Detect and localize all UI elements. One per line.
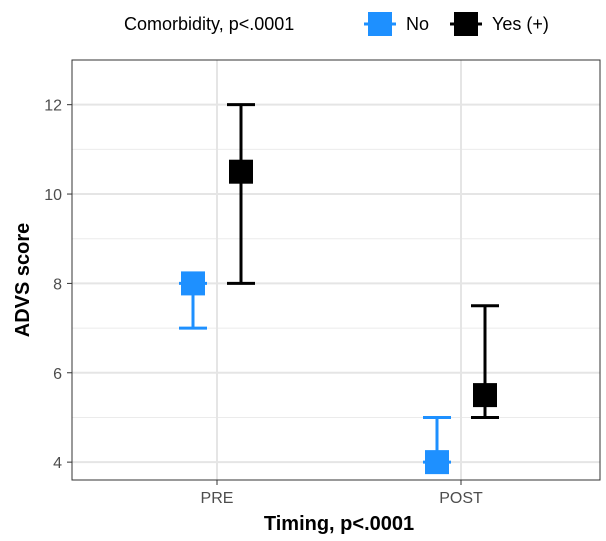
data-point [473, 383, 497, 408]
x-tick-label: POST [439, 490, 483, 507]
y-tick-label: 4 [53, 455, 62, 472]
x-tick-label: PRE [201, 490, 234, 507]
legend-label: Yes (+) [492, 14, 549, 34]
y-tick-label: 10 [44, 187, 62, 204]
plot-panel [71, 59, 601, 481]
data-point [229, 159, 253, 184]
legend-entry-yes: Yes (+) [450, 12, 549, 36]
legend-label: No [406, 14, 429, 34]
legend: Comorbidity, p<.0001 No Yes (+) [124, 12, 549, 36]
panel-background [72, 60, 600, 480]
y-tick-label: 8 [53, 276, 62, 293]
legend-title: Comorbidity, p<.0001 [124, 14, 294, 34]
legend-entry-no: No [364, 12, 429, 36]
series-yes [227, 103, 499, 419]
legend-key-square [454, 12, 478, 36]
x-axis-title: Timing, p<.0001 [264, 513, 414, 535]
error-bar [227, 103, 255, 285]
data-point [181, 271, 205, 296]
series-no [179, 271, 451, 475]
legend-key-square [368, 12, 392, 36]
plot-border [71, 59, 601, 481]
y-tick-label: 6 [53, 366, 62, 383]
data-point [425, 450, 449, 475]
y-axis-title: ADVS score [12, 223, 34, 338]
y-tick-label: 12 [44, 98, 62, 115]
